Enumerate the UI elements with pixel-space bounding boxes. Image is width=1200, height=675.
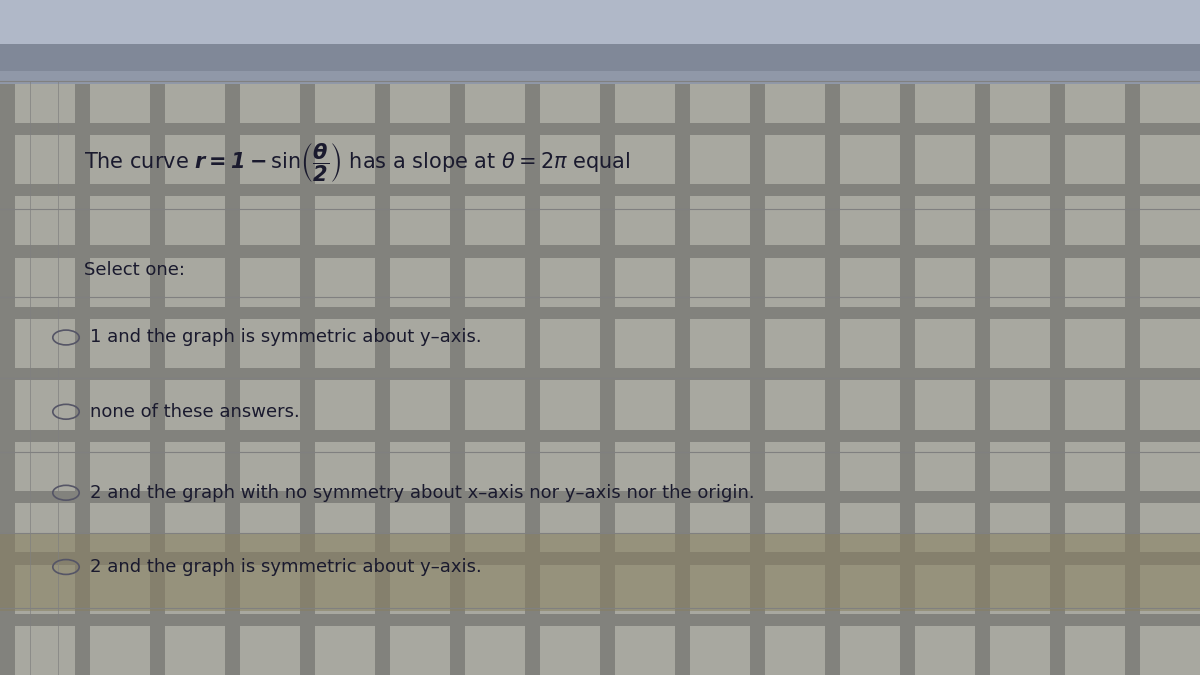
FancyBboxPatch shape: [0, 0, 1200, 44]
FancyBboxPatch shape: [0, 71, 1200, 84]
Text: 2 and the graph is symmetric about y–axis.: 2 and the graph is symmetric about y–axi…: [90, 558, 481, 576]
FancyBboxPatch shape: [0, 533, 1200, 611]
Text: none of these answers.: none of these answers.: [90, 403, 300, 421]
Text: Select one:: Select one:: [84, 261, 185, 279]
Text: 2 and the graph with no symmetry about x–axis nor y–axis nor the origin.: 2 and the graph with no symmetry about x…: [90, 484, 755, 502]
FancyBboxPatch shape: [0, 44, 1200, 71]
Text: 1 and the graph is symmetric about y–axis.: 1 and the graph is symmetric about y–axi…: [90, 329, 481, 346]
Text: The curve $\bfit{r} = 1 - \sin\!\left(\dfrac{\theta}{2}\right)$ has a slope at $: The curve $\bfit{r} = 1 - \sin\!\left(\d…: [84, 140, 630, 184]
